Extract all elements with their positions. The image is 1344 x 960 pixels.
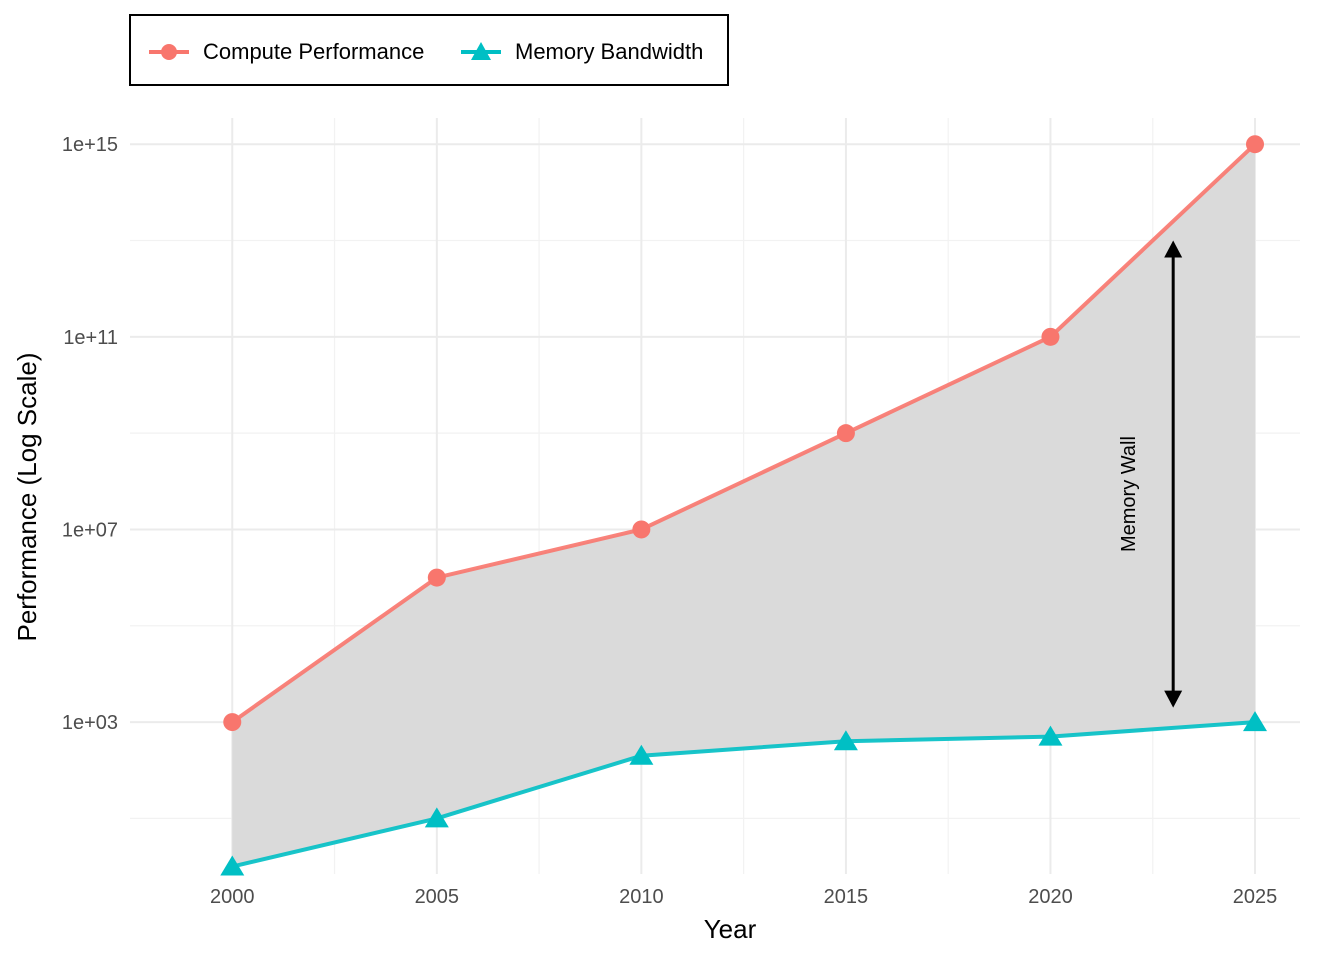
- memory-point: [629, 744, 654, 765]
- legend-label-compute: Compute Performance: [203, 39, 425, 64]
- memory-wall-annotation: Memory Wall: [1118, 240, 1183, 708]
- series-line-0: [231, 142, 1257, 724]
- y-tick-label: 1e+15: [62, 134, 118, 156]
- legend-item-compute: Compute Performance: [147, 16, 424, 88]
- legend-key-memory: [461, 42, 501, 60]
- memory-wall-label: Memory Wall: [1118, 436, 1140, 552]
- x-axis-title: Year: [704, 914, 757, 944]
- memory-point: [833, 730, 858, 751]
- compute-point: [223, 713, 242, 732]
- compute-point: [1041, 327, 1060, 346]
- y-axis-title: Performance (Log Scale): [12, 352, 42, 641]
- x-tick-label: 2000: [210, 886, 255, 908]
- y-tick-label: 1e+03: [62, 712, 118, 734]
- compute-point: [427, 568, 446, 587]
- compute-point: [1246, 135, 1264, 154]
- x-tick-label: 2005: [415, 886, 460, 908]
- x-tick-label: 2015: [824, 886, 869, 908]
- x-tick-label: 2010: [619, 886, 664, 908]
- compute-point: [836, 424, 855, 443]
- y-tick-label: 1e+07: [62, 519, 118, 541]
- memory-wall-ribbon: [232, 144, 1256, 867]
- arrow-head-bottom: [1164, 690, 1183, 708]
- legend-item-memory: Memory Bandwidth: [459, 16, 703, 88]
- memory-point: [1038, 725, 1063, 746]
- legend-key-compute: [149, 44, 189, 60]
- series-points: [220, 135, 1267, 876]
- legend-label-memory: Memory Bandwidth: [515, 39, 704, 64]
- x-tick-label: 2025: [1233, 886, 1278, 908]
- y-tick-label: 1e+11: [63, 327, 118, 349]
- series-line-1: [231, 720, 1256, 869]
- x-axis-ticks: 2000 2005 2010 2015 2020 2025: [210, 886, 1277, 908]
- compute-point: [632, 520, 651, 539]
- x-tick-label: 2020: [1028, 886, 1073, 908]
- series-lines: [231, 142, 1257, 869]
- arrow-head-top: [1164, 240, 1183, 258]
- legend: Compute Performance Memory Bandwidth: [129, 14, 729, 86]
- memory-point: [424, 807, 449, 828]
- memory-point: [1243, 711, 1267, 732]
- memory-point: [220, 855, 245, 876]
- y-axis-ticks: 1e+03 1e+07 1e+11 1e+15: [62, 134, 118, 734]
